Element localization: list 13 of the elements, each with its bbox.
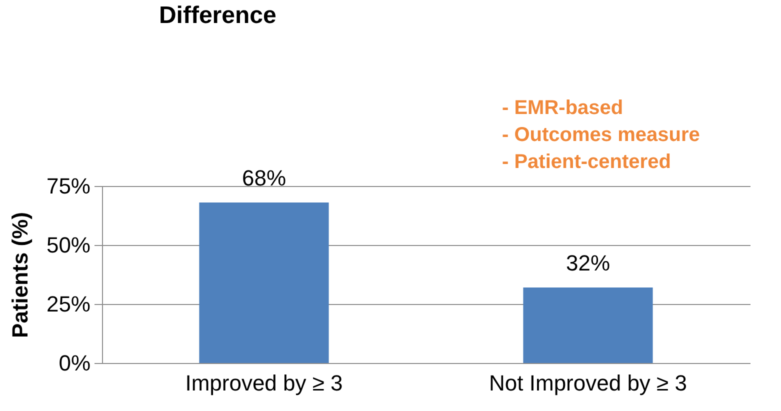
x-tick-label: Not Improved by ≥ 3 xyxy=(489,370,687,396)
y-tick-label: 0% xyxy=(58,350,90,376)
text: - Patient-centered xyxy=(502,151,671,173)
chart-title: Difference xyxy=(158,2,276,29)
y-axis-title: Patients (%) xyxy=(7,212,32,338)
x-tick-label: Improved by ≥ 3 xyxy=(185,370,343,396)
y-tick-label: 75% xyxy=(46,174,90,198)
text: - EMR-based xyxy=(502,97,624,119)
y-tick-label: 50% xyxy=(46,232,90,258)
data-label: 68% xyxy=(242,166,286,191)
y-tick-label: 25% xyxy=(46,292,90,316)
data-label: 32% xyxy=(566,250,610,276)
text: - Outcomes measure xyxy=(502,124,700,146)
